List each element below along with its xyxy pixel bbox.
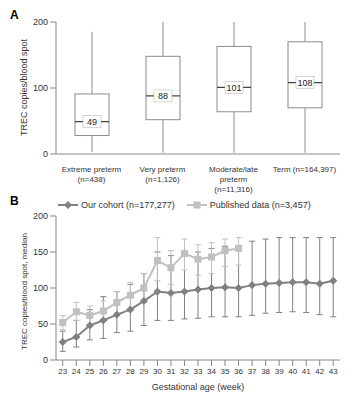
svg-text:32: 32 xyxy=(180,367,189,376)
svg-text:34: 34 xyxy=(207,367,216,376)
svg-text:101: 101 xyxy=(226,83,241,93)
svg-text:Gestational age (week): Gestational age (week) xyxy=(152,382,245,392)
svg-text:0: 0 xyxy=(43,149,48,159)
svg-text:31: 31 xyxy=(166,367,175,376)
svg-text:TREC copies/blood spot: TREC copies/blood spot xyxy=(19,38,29,136)
svg-text:Term (n=164,397): Term (n=164,397) xyxy=(273,165,337,174)
svg-text:33: 33 xyxy=(194,367,203,376)
svg-text:100: 100 xyxy=(33,283,48,293)
svg-text:Extreme preterm(n=438): Extreme preterm(n=438) xyxy=(62,165,122,184)
svg-text:38: 38 xyxy=(261,367,270,376)
svg-text:28: 28 xyxy=(126,367,135,376)
svg-text:0: 0 xyxy=(43,355,48,365)
svg-text:42: 42 xyxy=(315,367,324,376)
svg-text:41: 41 xyxy=(302,367,311,376)
svg-text:200: 200 xyxy=(33,211,48,221)
svg-text:24: 24 xyxy=(72,367,81,376)
html-text:Published data (n=3,457): Published data (n=3,457) xyxy=(209,200,311,210)
svg-text:29: 29 xyxy=(139,367,148,376)
svg-text:36: 36 xyxy=(234,367,243,376)
svg-text:27: 27 xyxy=(112,367,121,376)
svg-text:43: 43 xyxy=(329,367,338,376)
svg-text:50: 50 xyxy=(38,319,48,329)
svg-text:26: 26 xyxy=(99,367,108,376)
svg-text:30: 30 xyxy=(153,367,162,376)
html-text:A: A xyxy=(10,8,19,22)
svg-text:Moderate/latepreterm(n=11,316): Moderate/latepreterm(n=11,316) xyxy=(209,165,258,194)
svg-text:35: 35 xyxy=(221,367,230,376)
svg-text:49: 49 xyxy=(87,117,97,127)
svg-text:88: 88 xyxy=(158,91,168,101)
svg-text:100: 100 xyxy=(33,83,48,93)
svg-text:108: 108 xyxy=(297,78,312,88)
svg-text:200: 200 xyxy=(33,17,48,27)
svg-text:39: 39 xyxy=(275,367,284,376)
svg-text:40: 40 xyxy=(288,367,297,376)
html-text:B: B xyxy=(10,194,19,208)
svg-text:TREC copies/blood spot, median: TREC copies/blood spot, median xyxy=(20,233,29,350)
svg-text:37: 37 xyxy=(248,367,257,376)
html-text:Our cohort (n=177,277): Our cohort (n=177,277) xyxy=(81,200,175,210)
svg-text:150: 150 xyxy=(33,247,48,257)
svg-text:25: 25 xyxy=(85,367,94,376)
svg-text:23: 23 xyxy=(58,367,67,376)
svg-text:Very preterm(n=1,126): Very preterm(n=1,126) xyxy=(140,165,186,184)
